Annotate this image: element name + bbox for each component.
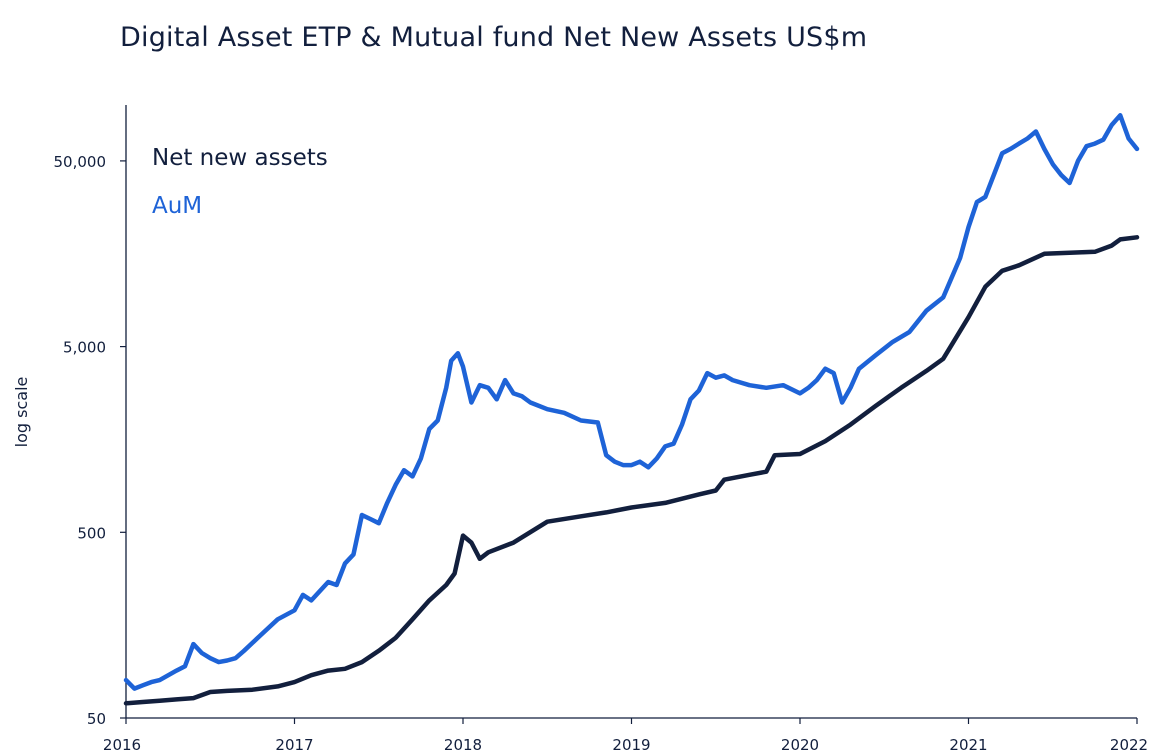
x-tick-label: 2018 (444, 736, 482, 754)
y-tick-label: 50 (87, 710, 106, 728)
y-tick-label: 500 (77, 524, 106, 542)
x-tick-label: 2019 (612, 736, 650, 754)
x-tick-label: 2016 (103, 736, 141, 754)
x-axis-ticks: 2016 2017 2018 2019 2020 2021 2022 (103, 718, 1148, 754)
y-tick-label: 50,000 (54, 153, 107, 171)
legend-label-net-new-assets: Net new assets (152, 145, 328, 171)
x-tick-label: 2017 (275, 736, 313, 754)
y-axis-ticks: 50 500 5,000 50,000 (54, 153, 126, 728)
series-line-net-new-assets (123, 235, 1140, 706)
chart-title: Digital Asset ETP & Mutual fund Net New … (120, 22, 868, 53)
x-tick-label: 2020 (781, 736, 819, 754)
x-tick-label: 2022 (1110, 736, 1148, 754)
series-lines (123, 113, 1140, 706)
legend: Net new assets AuM (152, 145, 328, 219)
x-tick-label: 2021 (949, 736, 987, 754)
y-tick-label: 5,000 (63, 339, 106, 357)
y-axis-title: log scale (12, 377, 31, 448)
legend-label-aum: AuM (152, 193, 202, 219)
series-line-aum (123, 113, 1140, 691)
